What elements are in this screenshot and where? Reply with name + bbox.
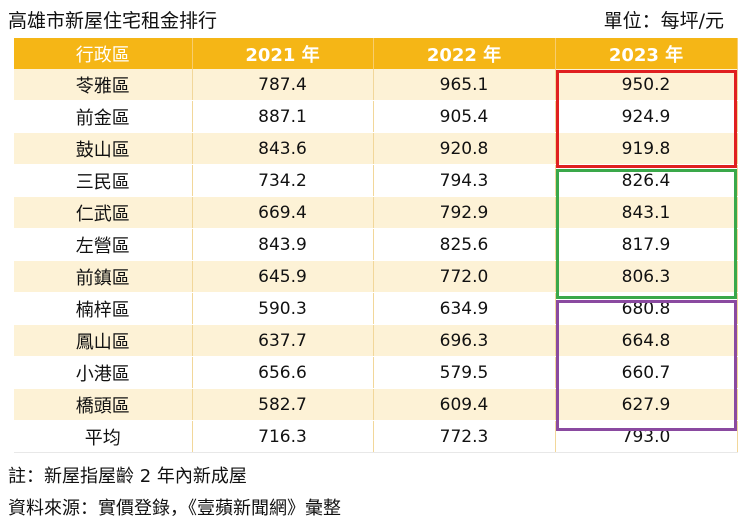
value-2023-cell: 826.4 [555,164,738,197]
value-2022-cell: 609.4 [373,388,556,421]
value-2021-cell: 843.6 [192,132,374,165]
rent-table: 行政區 2021 年 2022 年 2023 年 苓雅區 787.4 965.1… [14,38,738,453]
value-2021-cell: 843.9 [192,228,374,261]
value-2022-cell: 772.0 [373,260,556,293]
table-row: 仁武區 669.4 792.9 843.1 [14,196,738,229]
source-note: 資料來源：實價登錄，《壹蘋新聞網》彙整 [8,498,341,519]
header-2022: 2022 年 [373,38,556,69]
value-2022-cell: 792.9 [373,196,556,229]
value-2023-cell: 660.7 [555,356,738,389]
average-label-cell: 平均 [14,420,193,453]
header-district: 行政區 [14,38,193,69]
value-2022-cell: 794.3 [373,164,556,197]
value-2023-cell: 950.2 [555,69,738,101]
table-row: 橋頭區 582.7 609.4 627.9 [14,388,738,421]
value-2023-cell: 806.3 [555,260,738,293]
value-2023-cell: 843.1 [555,196,738,229]
unit-label: 單位：每坪/元 [603,10,724,32]
value-2023-cell: 817.9 [555,228,738,261]
table-header-row: 行政區 2021 年 2022 年 2023 年 [14,38,738,69]
district-cell: 鼓山區 [14,132,193,165]
district-cell: 橋頭區 [14,388,193,421]
district-cell: 鳳山區 [14,324,193,357]
district-cell: 苓雅區 [14,69,193,101]
header-2021: 2021 年 [192,38,374,69]
table-title: 高雄市新屋住宅租金排行 [8,10,218,32]
value-2022-cell: 825.6 [373,228,556,261]
table-row: 苓雅區 787.4 965.1 950.2 [14,69,738,101]
district-cell: 楠梓區 [14,292,193,325]
value-2021-cell: 656.6 [192,356,374,389]
average-2021-cell: 716.3 [192,420,374,453]
value-2023-cell: 924.9 [555,100,738,133]
value-2023-cell: 919.8 [555,132,738,165]
value-2022-cell: 920.8 [373,132,556,165]
table-row: 前鎮區 645.9 772.0 806.3 [14,260,738,293]
district-cell: 前鎮區 [14,260,193,293]
table-row: 小港區 656.6 579.5 660.7 [14,356,738,389]
value-2022-cell: 965.1 [373,69,556,101]
value-2022-cell: 634.9 [373,292,556,325]
value-2021-cell: 787.4 [192,69,374,101]
value-2023-cell: 664.8 [555,324,738,357]
value-2023-cell: 680.8 [555,292,738,325]
district-cell: 仁武區 [14,196,193,229]
table-row: 左營區 843.9 825.6 817.9 [14,228,738,261]
table-row: 三民區 734.2 794.3 826.4 [14,164,738,197]
value-2021-cell: 645.9 [192,260,374,293]
average-2023-cell: 793.0 [555,420,738,453]
value-2021-cell: 669.4 [192,196,374,229]
value-2023-cell: 627.9 [555,388,738,421]
table-row: 鳳山區 637.7 696.3 664.8 [14,324,738,357]
value-2022-cell: 579.5 [373,356,556,389]
value-2021-cell: 637.7 [192,324,374,357]
value-2021-cell: 734.2 [192,164,374,197]
table-row: 楠梓區 590.3 634.9 680.8 [14,292,738,325]
value-2021-cell: 590.3 [192,292,374,325]
value-2022-cell: 696.3 [373,324,556,357]
district-cell: 三民區 [14,164,193,197]
value-2022-cell: 905.4 [373,100,556,133]
value-2021-cell: 887.1 [192,100,374,133]
average-row: 平均 716.3 772.3 793.0 [14,420,738,453]
table-row: 前金區 887.1 905.4 924.9 [14,100,738,133]
table-row: 鼓山區 843.6 920.8 919.8 [14,132,738,165]
district-cell: 左營區 [14,228,193,261]
value-2021-cell: 582.7 [192,388,374,421]
average-2022-cell: 772.3 [373,420,556,453]
district-cell: 前金區 [14,100,193,133]
header-2023: 2023 年 [555,38,738,69]
district-cell: 小港區 [14,356,193,389]
footnote: 註：新屋指屋齡 2 年內新成屋 [8,466,247,487]
